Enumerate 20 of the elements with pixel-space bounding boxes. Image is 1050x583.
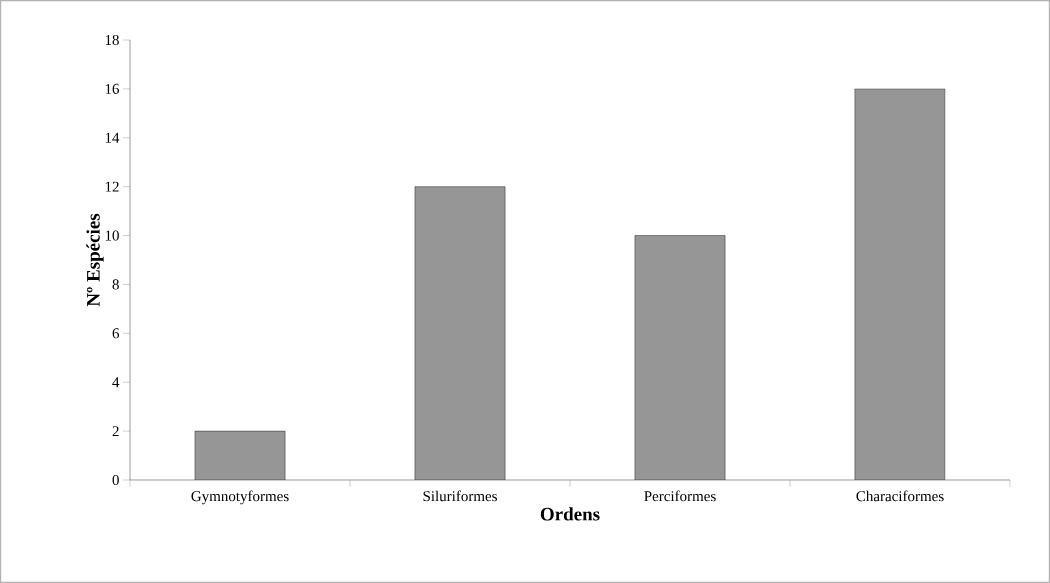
y-tick-label: 8 xyxy=(112,279,119,290)
y-tick-label: 2 xyxy=(112,426,119,437)
bar xyxy=(414,186,506,480)
x-axis-title: Ordens xyxy=(540,507,600,521)
bar xyxy=(854,88,946,480)
y-tick-label: 18 xyxy=(105,34,119,46)
bar xyxy=(634,235,726,480)
x-tick-label: Characiformes xyxy=(856,490,944,502)
y-tick-label: 10 xyxy=(105,230,119,241)
y-tick-label: 0 xyxy=(112,474,119,486)
y-axis-title: Nº Espécies xyxy=(86,213,104,307)
y-tick-label: 14 xyxy=(105,132,120,143)
x-tick-label: Perciformes xyxy=(644,490,716,502)
y-tick-label: 6 xyxy=(112,328,120,339)
y-tick-label: 12 xyxy=(105,181,119,192)
x-tick-label: Siluriformes xyxy=(423,490,497,502)
y-tick-label: 4 xyxy=(112,377,120,388)
x-tick-label: Gymnotyformes xyxy=(191,490,289,505)
bar xyxy=(194,431,286,480)
y-tick-label: 16 xyxy=(105,83,120,94)
